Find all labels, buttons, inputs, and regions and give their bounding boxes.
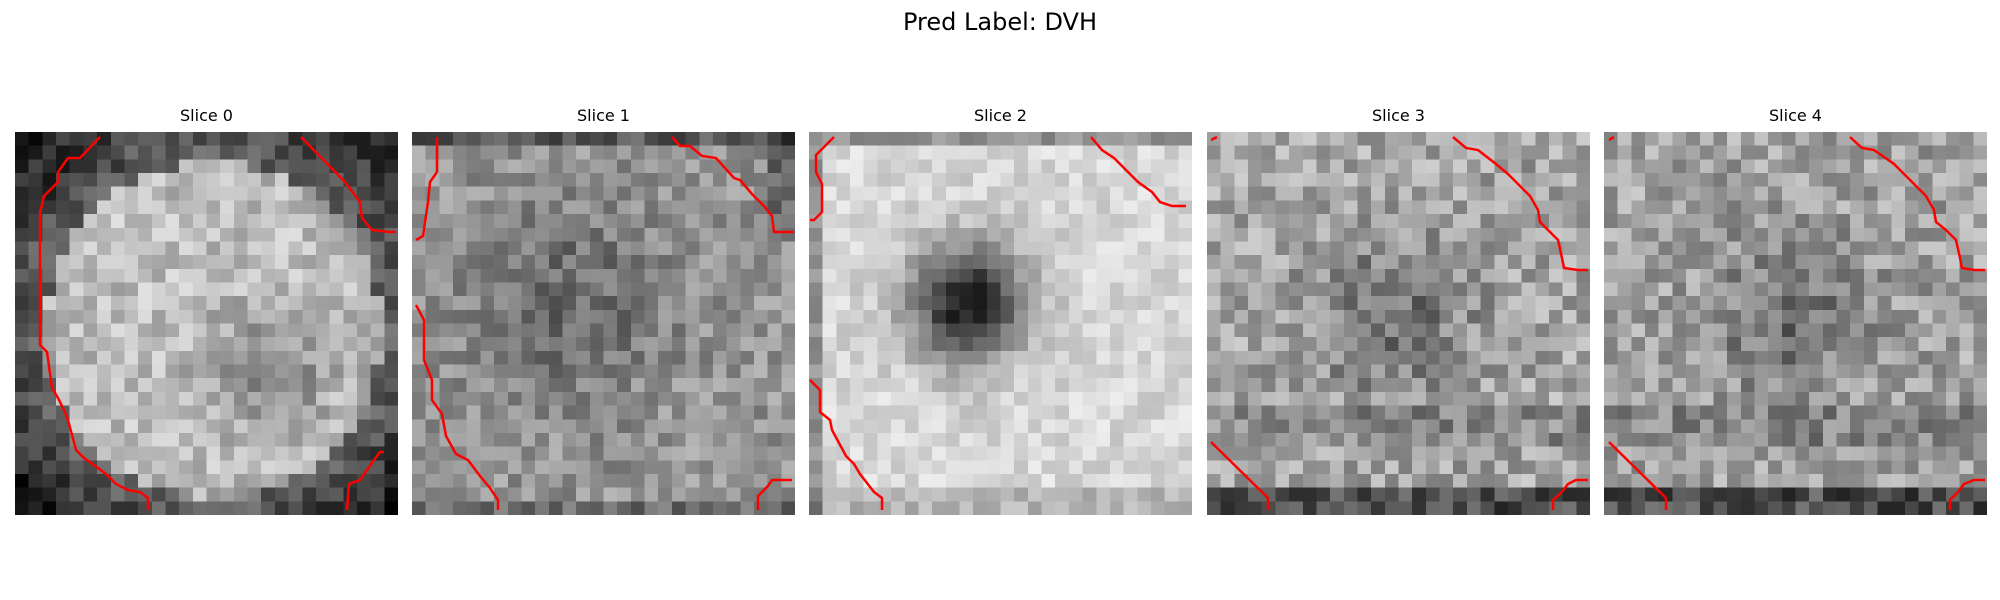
slice-image [1207,132,1590,515]
slice-panel-3: Slice 3 [1207,105,1590,515]
figure-title: Pred Label: DVH [902,8,1097,36]
slice-title: Slice 4 [1769,106,1822,125]
slice-panel-1: Slice 1 [412,105,795,515]
slice-image [15,132,398,515]
slice-panel-4: Slice 4 [1604,105,1987,515]
slice-title: Slice 1 [577,106,630,125]
slice-title: Slice 0 [180,106,233,125]
slice-title: Slice 2 [974,106,1027,125]
slice-panel-2: Slice 2 [809,105,1192,515]
slice-image [1604,132,1987,515]
slice-image [809,132,1192,515]
slice-image [412,132,795,515]
slice-title: Slice 3 [1372,106,1425,125]
slice-panel-0: Slice 0 [15,105,398,515]
